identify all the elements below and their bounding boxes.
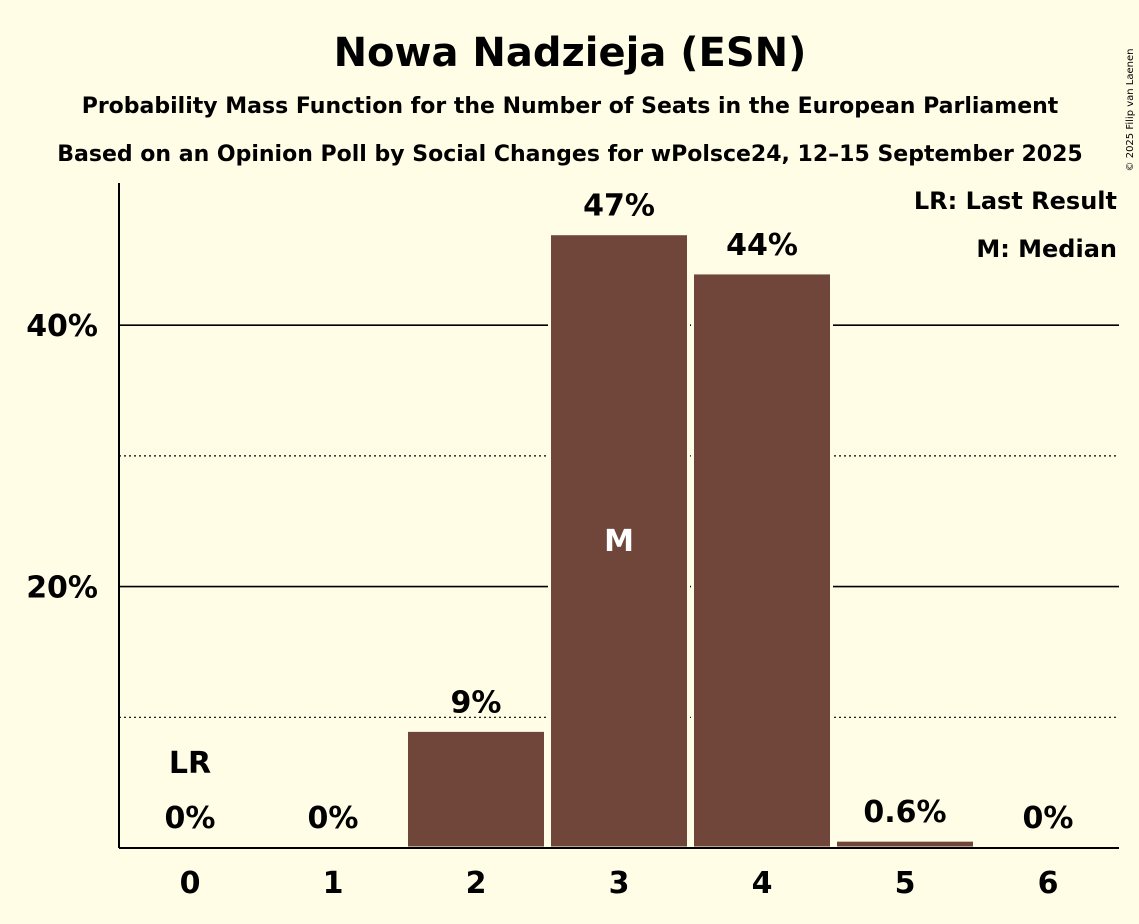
x-tick-label: 5 <box>895 866 916 901</box>
chart-title: Nowa Nadzieja (ESN) <box>334 30 807 76</box>
median-marker: M <box>604 524 634 559</box>
x-tick-label: 2 <box>466 866 487 901</box>
x-tick-label: 6 <box>1038 866 1059 901</box>
legend-last-result: LR: Last Result <box>914 187 1117 215</box>
y-tick-label: 40% <box>26 309 98 344</box>
last-result-marker: LR <box>169 746 211 781</box>
x-tick-label: 4 <box>752 866 773 901</box>
data-label: 0% <box>308 801 359 836</box>
data-label: 0% <box>1023 801 1074 836</box>
bar <box>691 271 833 850</box>
chart-subtitle-2: Based on an Opinion Poll by Social Chang… <box>57 142 1082 167</box>
label-layer: 0% 0% 9% 47% 44% 0.6% 0% LR M <box>165 189 1074 836</box>
data-label: 47% <box>583 189 655 224</box>
bar-layer <box>405 232 976 850</box>
chart-subtitle-1: Probability Mass Function for the Number… <box>82 94 1059 119</box>
data-label: 9% <box>451 685 502 720</box>
legend-median: M: Median <box>976 235 1117 263</box>
bar <box>405 728 547 850</box>
data-label: 0% <box>165 801 216 836</box>
axis-layer: 20% 40% 0 1 2 3 4 5 6 <box>26 183 1119 901</box>
bar <box>548 232 690 850</box>
copyright-note: © 2025 Filip van Laenen <box>1125 49 1136 172</box>
data-label: 0.6% <box>863 795 946 830</box>
x-tick-label: 3 <box>609 866 630 901</box>
y-tick-label: 20% <box>26 571 98 606</box>
data-label: 44% <box>726 228 798 263</box>
bar <box>834 838 976 850</box>
x-tick-label: 1 <box>323 866 344 901</box>
x-tick-label: 0 <box>180 866 201 901</box>
